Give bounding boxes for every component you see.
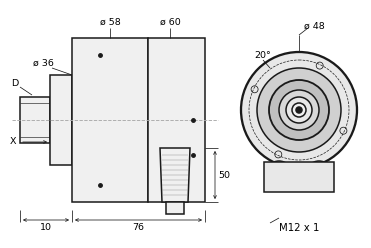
Text: D: D	[12, 79, 19, 88]
Circle shape	[286, 97, 312, 123]
Circle shape	[312, 167, 326, 181]
Circle shape	[272, 167, 286, 181]
Text: X: X	[10, 137, 16, 147]
Bar	[264, 162, 334, 192]
Bar	[72, 38, 148, 202]
Text: ø 58: ø 58	[100, 18, 120, 27]
Bar	[50, 75, 72, 165]
Bar	[20, 97, 50, 143]
Polygon shape	[160, 148, 190, 202]
Circle shape	[296, 107, 302, 113]
Circle shape	[269, 80, 329, 140]
Text: 76: 76	[132, 223, 144, 233]
Text: M12 x 1: M12 x 1	[279, 223, 319, 233]
Text: 50: 50	[218, 171, 230, 180]
Circle shape	[279, 90, 319, 130]
Text: ø 48: ø 48	[303, 22, 324, 31]
Bar	[148, 38, 205, 202]
Text: ø 36: ø 36	[33, 59, 53, 67]
Circle shape	[306, 161, 332, 187]
Circle shape	[292, 103, 306, 117]
Text: 20°: 20°	[255, 51, 271, 60]
Text: ø 60: ø 60	[160, 18, 180, 27]
Text: 10: 10	[40, 223, 52, 233]
Circle shape	[241, 52, 357, 168]
Circle shape	[257, 68, 341, 152]
Bar	[166, 202, 184, 214]
Circle shape	[266, 161, 292, 187]
